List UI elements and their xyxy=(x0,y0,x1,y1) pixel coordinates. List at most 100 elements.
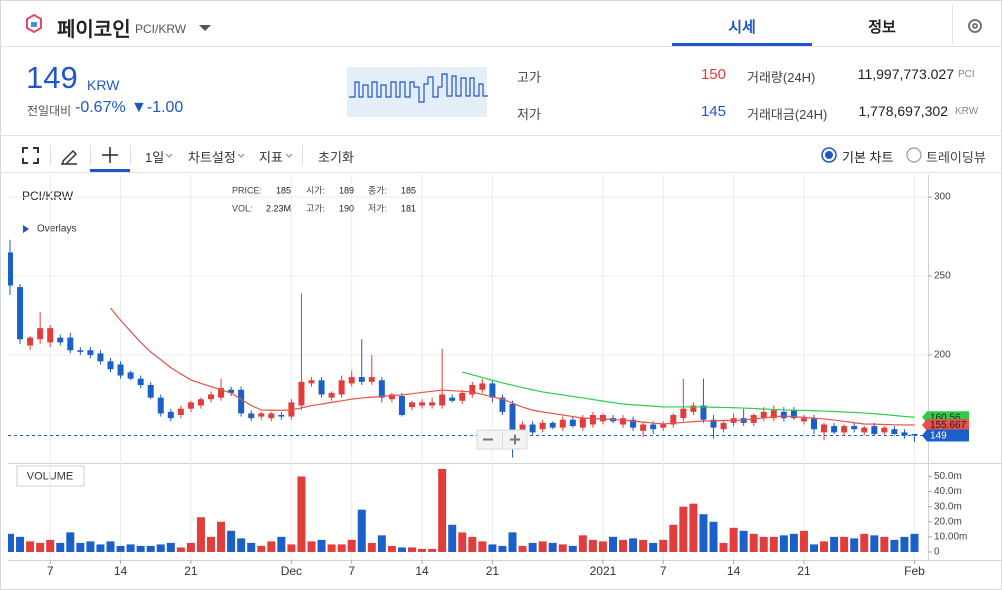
settings-icon[interactable] xyxy=(968,19,982,33)
reset-button[interactable]: 초기화 xyxy=(318,150,354,165)
price-tag xyxy=(922,429,969,442)
menu[interactable]: 1일 xyxy=(145,150,165,165)
candle-body xyxy=(208,394,214,400)
x-tick-label: 2021 xyxy=(590,564,617,578)
sparkline xyxy=(347,67,488,117)
y-tick-label: 250 xyxy=(934,271,951,282)
info-value: 185 xyxy=(401,185,416,195)
y-tick-label: 30.0m xyxy=(934,501,962,512)
price-tag xyxy=(922,418,969,431)
zoom-controls[interactable] xyxy=(476,429,528,450)
candle-body xyxy=(429,402,436,406)
volume-bar xyxy=(518,545,527,552)
price-pane xyxy=(8,239,928,458)
volume-unit: PCI xyxy=(958,69,975,80)
candle-body xyxy=(459,392,466,401)
tool-underline xyxy=(90,169,130,172)
moving-average xyxy=(110,307,915,426)
info-value: 185 xyxy=(276,185,291,195)
volume-bar xyxy=(156,544,165,552)
candle-body xyxy=(97,353,104,362)
price: 149 xyxy=(26,60,78,95)
price-tag-label: 155.667 xyxy=(930,420,967,431)
candle-body xyxy=(790,410,797,419)
dropdown-icon[interactable] xyxy=(199,25,211,31)
x-tick-label: Feb xyxy=(904,564,925,578)
volume-bar xyxy=(659,539,668,552)
volume-bar xyxy=(247,542,256,552)
volume-bar xyxy=(910,533,919,552)
tab[interactable]: 시세 xyxy=(728,19,756,36)
candle-body xyxy=(800,418,807,422)
candle-body xyxy=(670,415,677,425)
tab-underline xyxy=(672,43,812,46)
volume-bar xyxy=(488,544,497,552)
candle-body xyxy=(881,427,888,433)
volume-bar xyxy=(387,545,396,552)
menu[interactable]: 차트설정 xyxy=(188,150,236,165)
candle-body xyxy=(308,380,315,384)
stat-value: 150 xyxy=(700,66,726,83)
candle-body xyxy=(780,411,787,419)
candle-body xyxy=(760,411,767,419)
info-value: 189 xyxy=(339,185,354,195)
candle-body xyxy=(489,383,496,398)
candle-body xyxy=(871,426,878,434)
volume-bar xyxy=(207,536,215,552)
volume-bar xyxy=(669,524,678,552)
draw-icon[interactable] xyxy=(61,149,78,165)
x-tick-label: 14 xyxy=(727,564,741,578)
volume-bar xyxy=(408,547,416,552)
mode-option[interactable]: 기본 차트 xyxy=(842,150,894,165)
candle-body xyxy=(117,364,124,376)
volume-bar xyxy=(508,532,517,552)
candle-body xyxy=(841,426,848,433)
volume-bar xyxy=(880,536,889,552)
mode-option[interactable]: 트레이딩뷰 xyxy=(926,150,986,165)
plot: 7 14 21 Dec 7 14 21 2021 7 14 21 Feb 200 250 300 0 10.00… xyxy=(8,175,967,578)
volume-pane xyxy=(8,468,919,552)
info-value: 190 xyxy=(339,203,354,213)
overlays-label[interactable]: Overlays xyxy=(37,224,76,235)
volume-bar xyxy=(759,536,768,552)
fullscreen-icon[interactable] xyxy=(22,147,39,164)
crosshair-icon[interactable] xyxy=(102,147,118,163)
volume-bar xyxy=(357,509,366,552)
candle-body xyxy=(911,433,918,436)
volume-bar xyxy=(468,536,477,552)
candle-body xyxy=(328,392,335,398)
radio[interactable] xyxy=(906,147,922,163)
coin-logo xyxy=(26,13,42,34)
volume-bar xyxy=(106,541,115,552)
candle-body xyxy=(419,402,426,406)
x-tick-label: 21 xyxy=(486,564,500,578)
y-tick-label: 300 xyxy=(934,192,951,203)
volume-bar xyxy=(297,476,306,552)
volume-bar xyxy=(76,542,85,552)
volume-bar xyxy=(96,544,105,552)
candle-body xyxy=(67,337,74,351)
volume-bar xyxy=(860,533,869,552)
candle-body xyxy=(17,287,24,340)
candle-body xyxy=(499,397,506,412)
x-tick-label: 21 xyxy=(797,564,811,578)
volume-bar xyxy=(598,541,607,552)
overlays-icon[interactable] xyxy=(23,225,29,233)
volume-bar xyxy=(830,536,839,552)
chevrons xyxy=(165,153,293,158)
volume-bar xyxy=(709,521,718,552)
volume-bar xyxy=(548,542,557,552)
candle-body xyxy=(177,408,184,415)
candle-body xyxy=(358,377,365,382)
candle-body xyxy=(87,350,94,355)
candle-body xyxy=(620,418,627,425)
tab[interactable]: 정보 xyxy=(868,19,896,36)
info-label: 종가: xyxy=(368,185,387,195)
menu[interactable]: 지표 xyxy=(259,150,283,165)
volume-bar xyxy=(679,506,688,552)
radio-selected[interactable] xyxy=(821,147,837,163)
candle-body xyxy=(137,378,144,385)
price-unit: KRW xyxy=(87,77,120,93)
volume-bar xyxy=(307,541,316,552)
candle-body xyxy=(409,402,415,408)
